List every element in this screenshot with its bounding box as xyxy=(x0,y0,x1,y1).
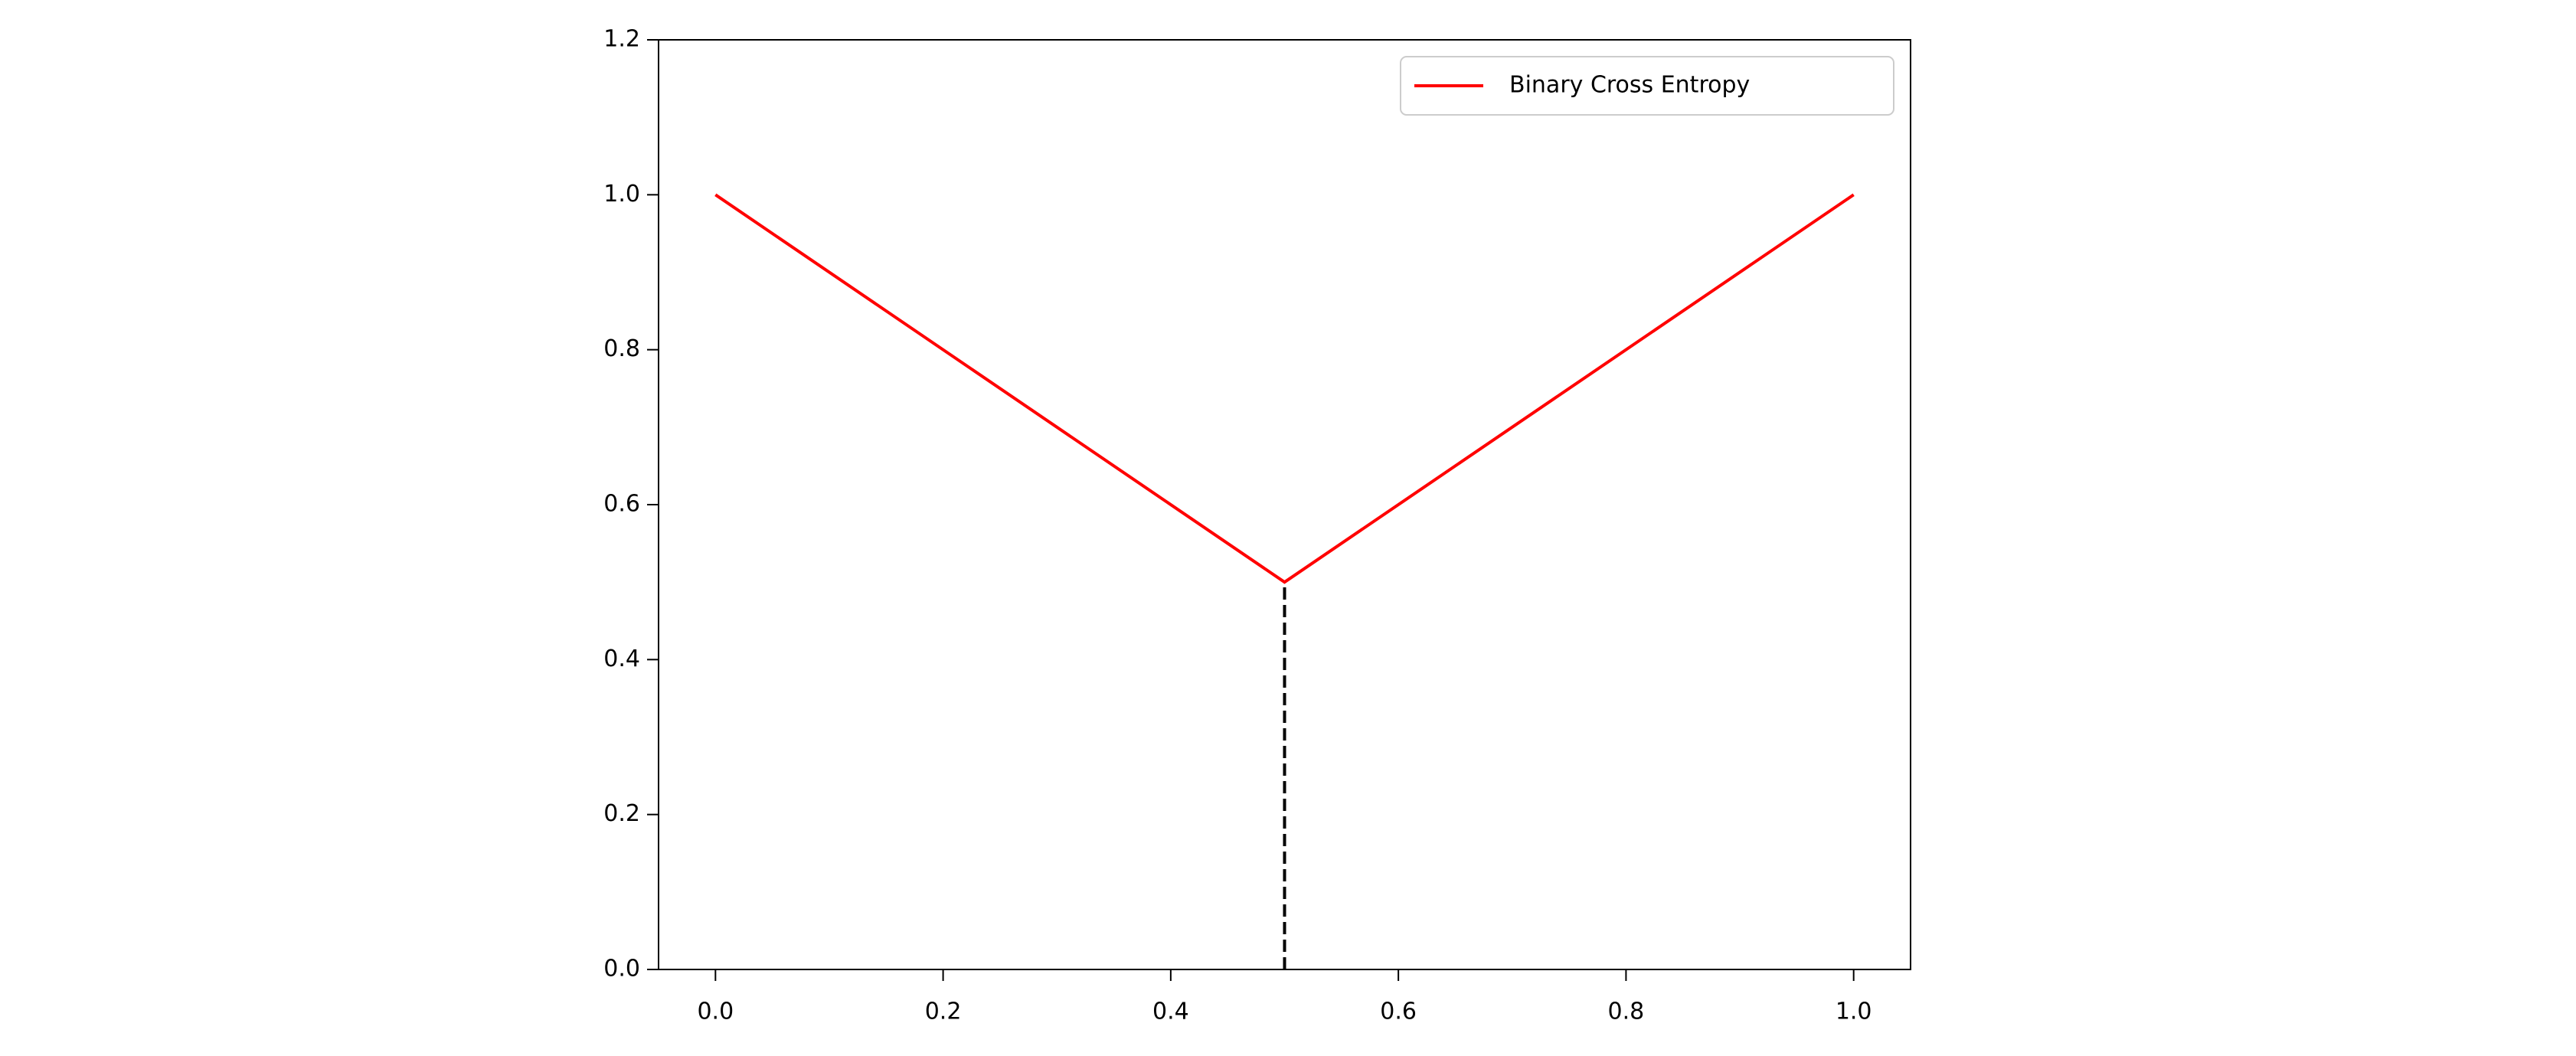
legend-label: Binary Cross Entropy xyxy=(1509,72,1750,99)
x-tick-label: 0.0 xyxy=(697,999,734,1025)
y-tick-label: 1.0 xyxy=(603,181,640,208)
y-tick-label: 1.2 xyxy=(603,26,640,53)
legend-box xyxy=(1400,56,1894,116)
y-tick-label: 0.8 xyxy=(603,335,640,362)
series-line xyxy=(714,193,1855,584)
y-tick-label: 0.2 xyxy=(603,800,640,827)
x-tick-label: 0.6 xyxy=(1380,999,1417,1025)
y-tick-label: 0.4 xyxy=(603,646,640,672)
plot-frame xyxy=(658,39,1911,970)
x-tick-label: 1.0 xyxy=(1836,999,1872,1025)
x-tick-label: 0.2 xyxy=(925,999,962,1025)
y-tick-label: 0.6 xyxy=(603,491,640,518)
x-tick-label: 0.4 xyxy=(1152,999,1189,1025)
y-tick-label: 0.0 xyxy=(603,956,640,982)
x-tick-label: 0.8 xyxy=(1608,999,1645,1025)
